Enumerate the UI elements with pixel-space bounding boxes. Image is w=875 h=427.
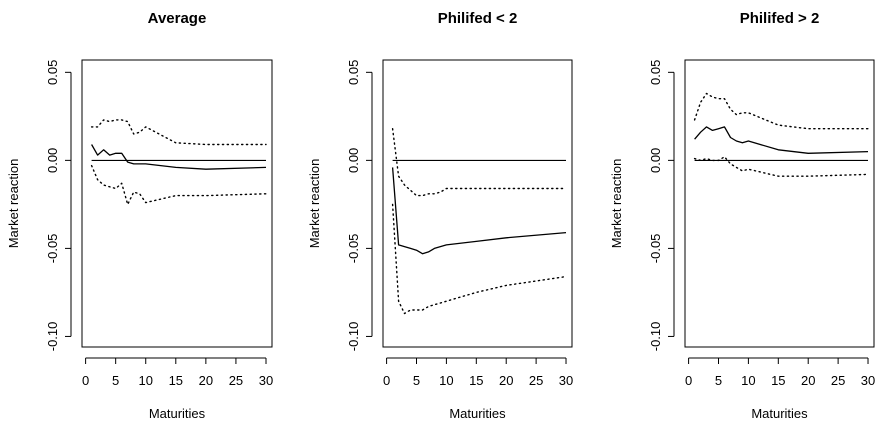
x-tick-label: 25	[229, 373, 243, 388]
y-tick-label: -0.10	[45, 322, 60, 352]
x-axis-label: Maturities	[449, 406, 506, 421]
y-tick-label: 0.05	[346, 60, 361, 85]
estimate-line	[91, 144, 267, 170]
x-tick-label: 0	[685, 373, 692, 388]
chart-panel-2: Philifed < 2 0 5 10 15 20 25 30 Maturities -0.10 -…	[307, 10, 573, 421]
confidence-band-line	[693, 92, 869, 130]
confidence-band-line	[90, 119, 267, 146]
x-tick-label: 5	[715, 373, 722, 388]
x-axis-label: Maturities	[149, 406, 206, 421]
x-tick-label: 20	[199, 373, 213, 388]
x-tick-label: 25	[529, 373, 543, 388]
chart-title: Philifed > 2	[740, 10, 820, 27]
x-tick-label: 15	[469, 373, 483, 388]
x-tick-label: 20	[801, 373, 815, 388]
chart-title: Philifed < 2	[438, 10, 518, 27]
chart-panel-1: Average 0 5 10 15 20 25 30 Maturities -0.10 -0.05 0…	[6, 10, 273, 421]
y-tick-label: 0.05	[648, 60, 663, 85]
estimate-line	[694, 126, 869, 154]
confidence-band-line	[391, 127, 567, 197]
x-tick-label: 10	[741, 373, 755, 388]
confidence-band-line	[693, 156, 869, 177]
x-tick-label: 30	[861, 373, 875, 388]
confidence-band-line	[90, 164, 267, 206]
y-tick-label: -0.05	[648, 234, 663, 264]
y-tick-label: -0.10	[346, 322, 361, 352]
x-tick-label: 30	[259, 373, 273, 388]
x-tick-label: 20	[499, 373, 513, 388]
chart-panel-3: Philifed > 2 0 5 10 15 20 25 30 Maturities -0.10 -…	[609, 10, 875, 421]
x-tick-label: 30	[559, 373, 573, 388]
plot-frame	[81, 59, 273, 348]
x-tick-label: 0	[82, 373, 89, 388]
y-tick-label: 0.00	[648, 148, 663, 173]
plot-frame	[684, 59, 875, 348]
x-tick-label: 15	[771, 373, 785, 388]
y-axis-label: Market reaction	[6, 159, 21, 249]
y-axis-label: Market reaction	[307, 159, 322, 249]
confidence-band-line	[391, 203, 567, 315]
plot-frame	[382, 59, 573, 348]
x-tick-label: 15	[169, 373, 183, 388]
estimate-line	[391, 167, 567, 255]
chart-title: Average	[148, 10, 207, 27]
x-tick-label: 5	[112, 373, 119, 388]
x-tick-label: 10	[138, 373, 152, 388]
y-tick-label: -0.05	[346, 234, 361, 264]
y-tick-label: 0.05	[45, 60, 60, 85]
x-tick-label: 25	[831, 373, 845, 388]
x-tick-label: 10	[439, 373, 453, 388]
y-tick-label: -0.10	[648, 322, 663, 352]
x-tick-label: 0	[383, 373, 390, 388]
y-tick-label: 0.00	[45, 148, 60, 173]
y-tick-label: -0.05	[45, 234, 60, 264]
y-tick-label: 0.00	[346, 148, 361, 173]
x-tick-label: 5	[413, 373, 420, 388]
x-axis-label: Maturities	[751, 406, 808, 421]
y-axis-label: Market reaction	[609, 159, 624, 249]
